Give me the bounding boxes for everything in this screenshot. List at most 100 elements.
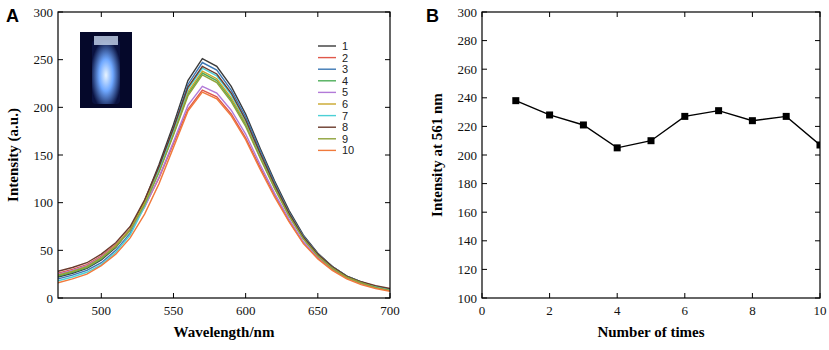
y-tick-right [815, 155, 820, 156]
y-tick-label: 100 [34, 195, 54, 210]
y-tick-right [385, 59, 390, 60]
series-line [58, 90, 390, 290]
panel-label: B [426, 6, 439, 26]
inset-bg [80, 32, 132, 108]
series-line [58, 63, 390, 290]
y-tick [58, 250, 63, 251]
y-tick-right [815, 183, 820, 184]
y-tick-right [815, 126, 820, 127]
x-tick-label: 500 [92, 303, 112, 318]
marker [749, 117, 756, 124]
figure: A500550600650700050100150200250300Wavele… [0, 0, 829, 350]
y-tick [482, 40, 487, 41]
legend-swatch [318, 150, 336, 151]
series-line [58, 68, 390, 289]
legend-swatch [318, 103, 336, 104]
y-tick-right [385, 250, 390, 251]
x-tick [684, 293, 685, 298]
x-tick-label: 650 [308, 303, 328, 318]
series-line [516, 101, 820, 148]
legend-swatch [318, 57, 336, 58]
x-tick-label: 0 [479, 303, 486, 318]
y-tick [482, 12, 487, 13]
y-tick [58, 59, 63, 60]
y-tick [482, 97, 487, 98]
y-tick [482, 269, 487, 270]
series-line [58, 86, 390, 290]
y-tick [482, 69, 487, 70]
marker [681, 113, 688, 120]
marker [546, 111, 553, 118]
x-tick [173, 293, 174, 298]
y-tick [482, 183, 487, 184]
y-tick-label: 120 [458, 262, 478, 277]
y-tick [58, 107, 63, 108]
plot-area [512, 97, 820, 151]
legend-swatch [318, 138, 336, 139]
y-axis-title: Intensity at 561 nm [429, 93, 445, 217]
y-tick-right [815, 212, 820, 213]
x-tick [245, 293, 246, 298]
x-tick [317, 293, 318, 298]
x-tick [752, 293, 753, 298]
y-tick-right [385, 298, 390, 299]
series-line [58, 66, 390, 288]
marker [715, 107, 722, 114]
y-tick-right [815, 12, 820, 13]
legend-label: 1 [342, 40, 348, 52]
legend-label: 2 [342, 52, 348, 64]
y-tick-right [815, 298, 820, 299]
y-tick-label: 150 [34, 148, 54, 163]
x-tick-top [101, 12, 102, 17]
y-tick [58, 155, 63, 156]
x-tick-top [684, 12, 685, 17]
y-tick [482, 126, 487, 127]
x-tick-top [617, 12, 618, 17]
x-tick-label: 6 [682, 303, 689, 318]
x-tick [390, 293, 391, 298]
y-tick [482, 298, 487, 299]
x-tick-label: 8 [749, 303, 756, 318]
y-tick-right [815, 240, 820, 241]
x-tick-top [173, 12, 174, 17]
vial [92, 40, 120, 104]
x-tick-label: 550 [164, 303, 184, 318]
marker [783, 113, 790, 120]
legend-swatch [318, 92, 336, 93]
inset-photo [80, 32, 132, 108]
y-tick-label: 220 [458, 119, 478, 134]
y-tick-label: 100 [458, 291, 478, 306]
series-line [58, 59, 390, 290]
x-tick-top [549, 12, 550, 17]
y-tick [482, 240, 487, 241]
legend-label: 4 [342, 75, 348, 87]
y-tick-label: 160 [458, 205, 478, 220]
series-line [58, 71, 390, 289]
frame [58, 12, 390, 298]
y-tick-label: 140 [458, 233, 478, 248]
vial-cap [94, 36, 118, 45]
legend: 12345678910 [318, 40, 354, 156]
y-tick-label: 300 [34, 5, 54, 20]
y-tick-label: 300 [458, 5, 478, 20]
y-tick-right [815, 69, 820, 70]
y-tick-label: 280 [458, 33, 478, 48]
marker [614, 144, 621, 151]
x-tick-top [752, 12, 753, 17]
x-tick-label: 10 [814, 303, 827, 318]
legend-label: 10 [342, 144, 354, 156]
x-tick-top [245, 12, 246, 17]
legend-label: 9 [342, 133, 348, 145]
panel: B024681010012014016018020022024026028030… [426, 5, 827, 341]
y-tick-label: 200 [34, 100, 54, 115]
legend-label: 5 [342, 86, 348, 98]
x-tick [820, 293, 821, 298]
frame [482, 12, 820, 298]
y-tick-right [385, 202, 390, 203]
y-tick-label: 0 [47, 291, 54, 306]
x-tick-top [390, 12, 391, 17]
y-tick-label: 180 [458, 176, 478, 191]
panel-label: A [6, 6, 19, 26]
y-tick-right [815, 269, 820, 270]
x-tick-top [820, 12, 821, 17]
